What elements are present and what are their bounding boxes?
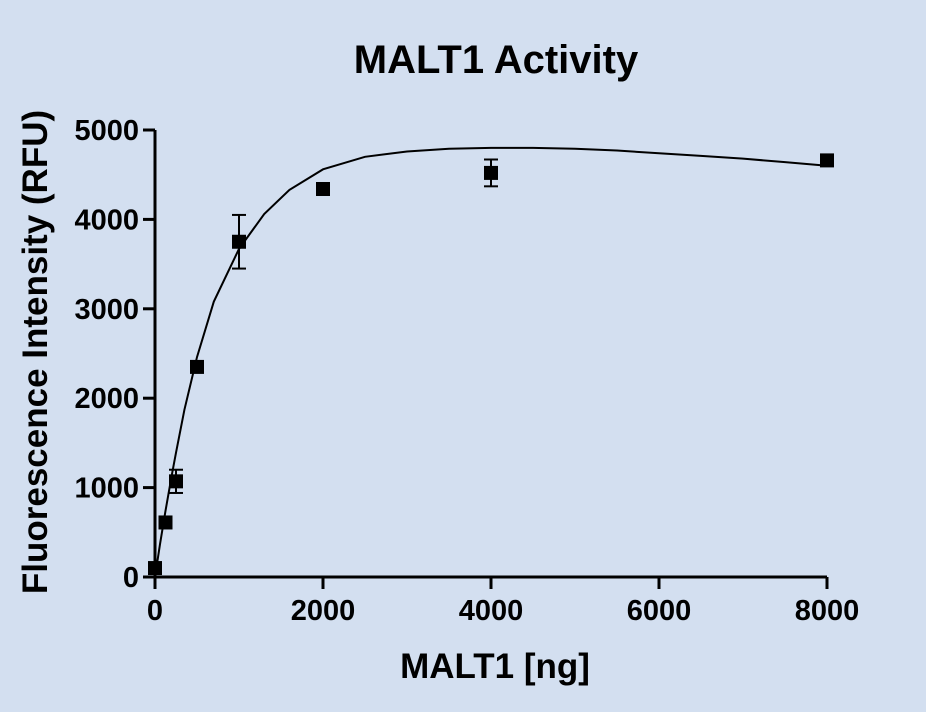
y-tick-label: 1000	[74, 473, 139, 505]
x-tick-label: 4000	[459, 595, 524, 627]
data-point	[484, 165, 498, 180]
y-tick-label: 4000	[74, 204, 139, 236]
data-point	[169, 474, 183, 489]
data-point	[316, 182, 330, 197]
curve-layer	[154, 146, 828, 578]
chart-title: MALT1 Activity	[354, 38, 639, 82]
data-point	[190, 359, 204, 374]
y-tick-label: 3000	[74, 294, 139, 326]
data-point	[232, 234, 246, 249]
x-tick-label: 6000	[627, 595, 692, 627]
x-tick-label: 8000	[795, 595, 860, 627]
x-tick-label: 2000	[291, 595, 356, 627]
axes-layer: 0 1000 2000 3000 4000 5000 0 2000 4000 6000 8000	[74, 115, 859, 627]
x-tick-label: 0	[147, 595, 163, 627]
data-point	[148, 561, 162, 576]
marks-layer	[148, 153, 834, 576]
y-tick-label: 2000	[74, 383, 139, 415]
y-tick-label: 5000	[74, 115, 139, 147]
y-tick-label: 0	[123, 562, 139, 594]
y-axis-label: Fluorescence Intensity (RFU)	[16, 110, 55, 594]
data-point	[158, 515, 173, 530]
data-point	[820, 153, 834, 168]
fit-curve-line	[154, 146, 828, 578]
x-axis-label: MALT1 [ng]	[400, 647, 590, 686]
